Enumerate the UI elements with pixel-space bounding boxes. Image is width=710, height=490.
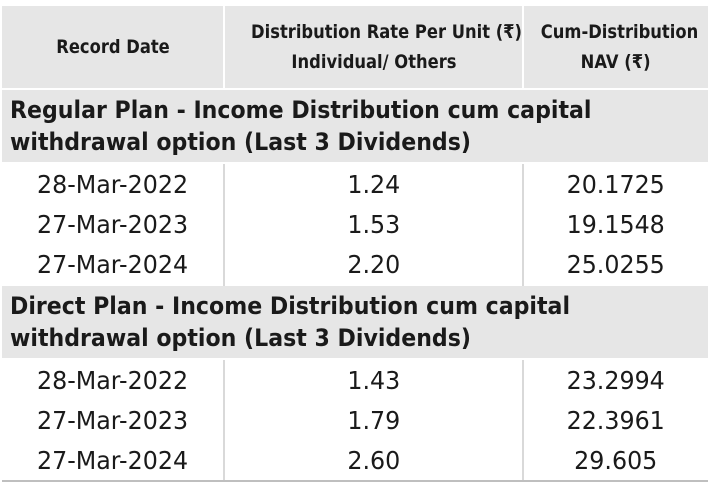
distribution-rate-value: 1.53	[347, 209, 400, 239]
record-date-value: 27-Mar-2023	[36, 209, 189, 239]
cell-nav: 22.3961	[523, 400, 708, 440]
section-header-direct-plan: Direct Plan - Income Distribution cum ca…	[2, 284, 708, 360]
header-record-date-label: Record Date	[55, 36, 170, 58]
table-row: 27-Mar-2023 1.79 22.3961	[2, 400, 708, 440]
table-row: 28-Mar-2022 1.43 23.2994	[2, 359, 708, 400]
nav-value: 29.605	[574, 445, 658, 475]
record-date-value: 27-Mar-2023	[36, 405, 189, 435]
cell-distribution-rate: 2.20	[224, 244, 524, 285]
nav-value: 19.1548	[566, 209, 666, 239]
table-row: 27-Mar-2024 2.20 25.0255	[2, 244, 708, 285]
cell-record-date: 27-Mar-2023	[2, 204, 225, 244]
section-title-line2: withdrawal option (Last 3 Dividends)	[10, 324, 471, 352]
header-record-date: Record Date	[2, 6, 225, 89]
section-title-line1: Regular Plan - Income Distribution cum c…	[10, 96, 592, 124]
cell-record-date: 28-Mar-2022	[2, 163, 225, 204]
section-header-regular-plan: Regular Plan - Income Distribution cum c…	[2, 88, 708, 164]
distribution-rate-value: 1.79	[347, 405, 400, 435]
section-title-regular-plan: Regular Plan - Income Distribution cum c…	[2, 88, 708, 164]
cell-distribution-rate: 1.24	[224, 163, 524, 204]
table-row: 27-Mar-2023 1.53 19.1548	[2, 204, 708, 244]
distribution-rate-value: 2.20	[347, 249, 400, 279]
table-row: 28-Mar-2022 1.24 20.1725	[2, 163, 708, 204]
distribution-rate-value: 2.60	[347, 445, 400, 475]
cell-record-date: 27-Mar-2024	[2, 440, 225, 482]
header-nav-line2: NAV (₹)	[581, 51, 651, 73]
cell-distribution-rate: 1.43	[224, 359, 524, 400]
nav-value: 22.3961	[566, 405, 666, 435]
header-row: Record Date Distribution Rate Per Unit (…	[2, 6, 708, 89]
header-distribution-rate-line2: Individual/ Others	[290, 51, 457, 73]
record-date-value: 27-Mar-2024	[36, 249, 189, 279]
cell-nav: 20.1725	[523, 163, 708, 204]
cell-record-date: 28-Mar-2022	[2, 359, 225, 400]
cell-nav: 19.1548	[523, 204, 708, 244]
nav-value: 20.1725	[566, 169, 666, 199]
nav-value: 23.2994	[566, 365, 666, 395]
cell-distribution-rate: 1.53	[224, 204, 524, 244]
header-distribution-rate-line1: Distribution Rate Per Unit (₹)	[251, 21, 523, 43]
record-date-value: 27-Mar-2024	[36, 445, 189, 475]
section-title-line2: withdrawal option (Last 3 Dividends)	[10, 128, 471, 156]
cell-record-date: 27-Mar-2023	[2, 400, 225, 440]
cell-nav: 23.2994	[523, 359, 708, 400]
cell-nav: 29.605	[523, 440, 708, 482]
table-body: Regular Plan - Income Distribution cum c…	[2, 88, 708, 482]
header-distribution-rate: Distribution Rate Per Unit (₹) Individua…	[224, 6, 524, 89]
section-title-line1: Direct Plan - Income Distribution cum ca…	[10, 292, 571, 320]
record-date-value: 28-Mar-2022	[36, 365, 189, 395]
distribution-rate-value: 1.24	[347, 169, 400, 199]
distribution-rate-value: 1.43	[347, 365, 400, 395]
cell-nav: 25.0255	[523, 244, 708, 285]
record-date-value: 28-Mar-2022	[36, 169, 189, 199]
cell-record-date: 27-Mar-2024	[2, 244, 225, 285]
cell-distribution-rate: 2.60	[224, 440, 524, 482]
table-header: Record Date Distribution Rate Per Unit (…	[2, 6, 708, 89]
table-row: 27-Mar-2024 2.60 29.605	[2, 440, 708, 482]
section-title-direct-plan: Direct Plan - Income Distribution cum ca…	[2, 284, 708, 360]
header-cum-distribution-nav: Cum-Distribution NAV (₹)	[523, 6, 708, 89]
nav-value: 25.0255	[566, 249, 666, 279]
cell-distribution-rate: 1.79	[224, 400, 524, 440]
header-nav-line1: Cum-Distribution	[540, 21, 699, 43]
dividend-history-table: Record Date Distribution Rate Per Unit (…	[2, 6, 708, 482]
